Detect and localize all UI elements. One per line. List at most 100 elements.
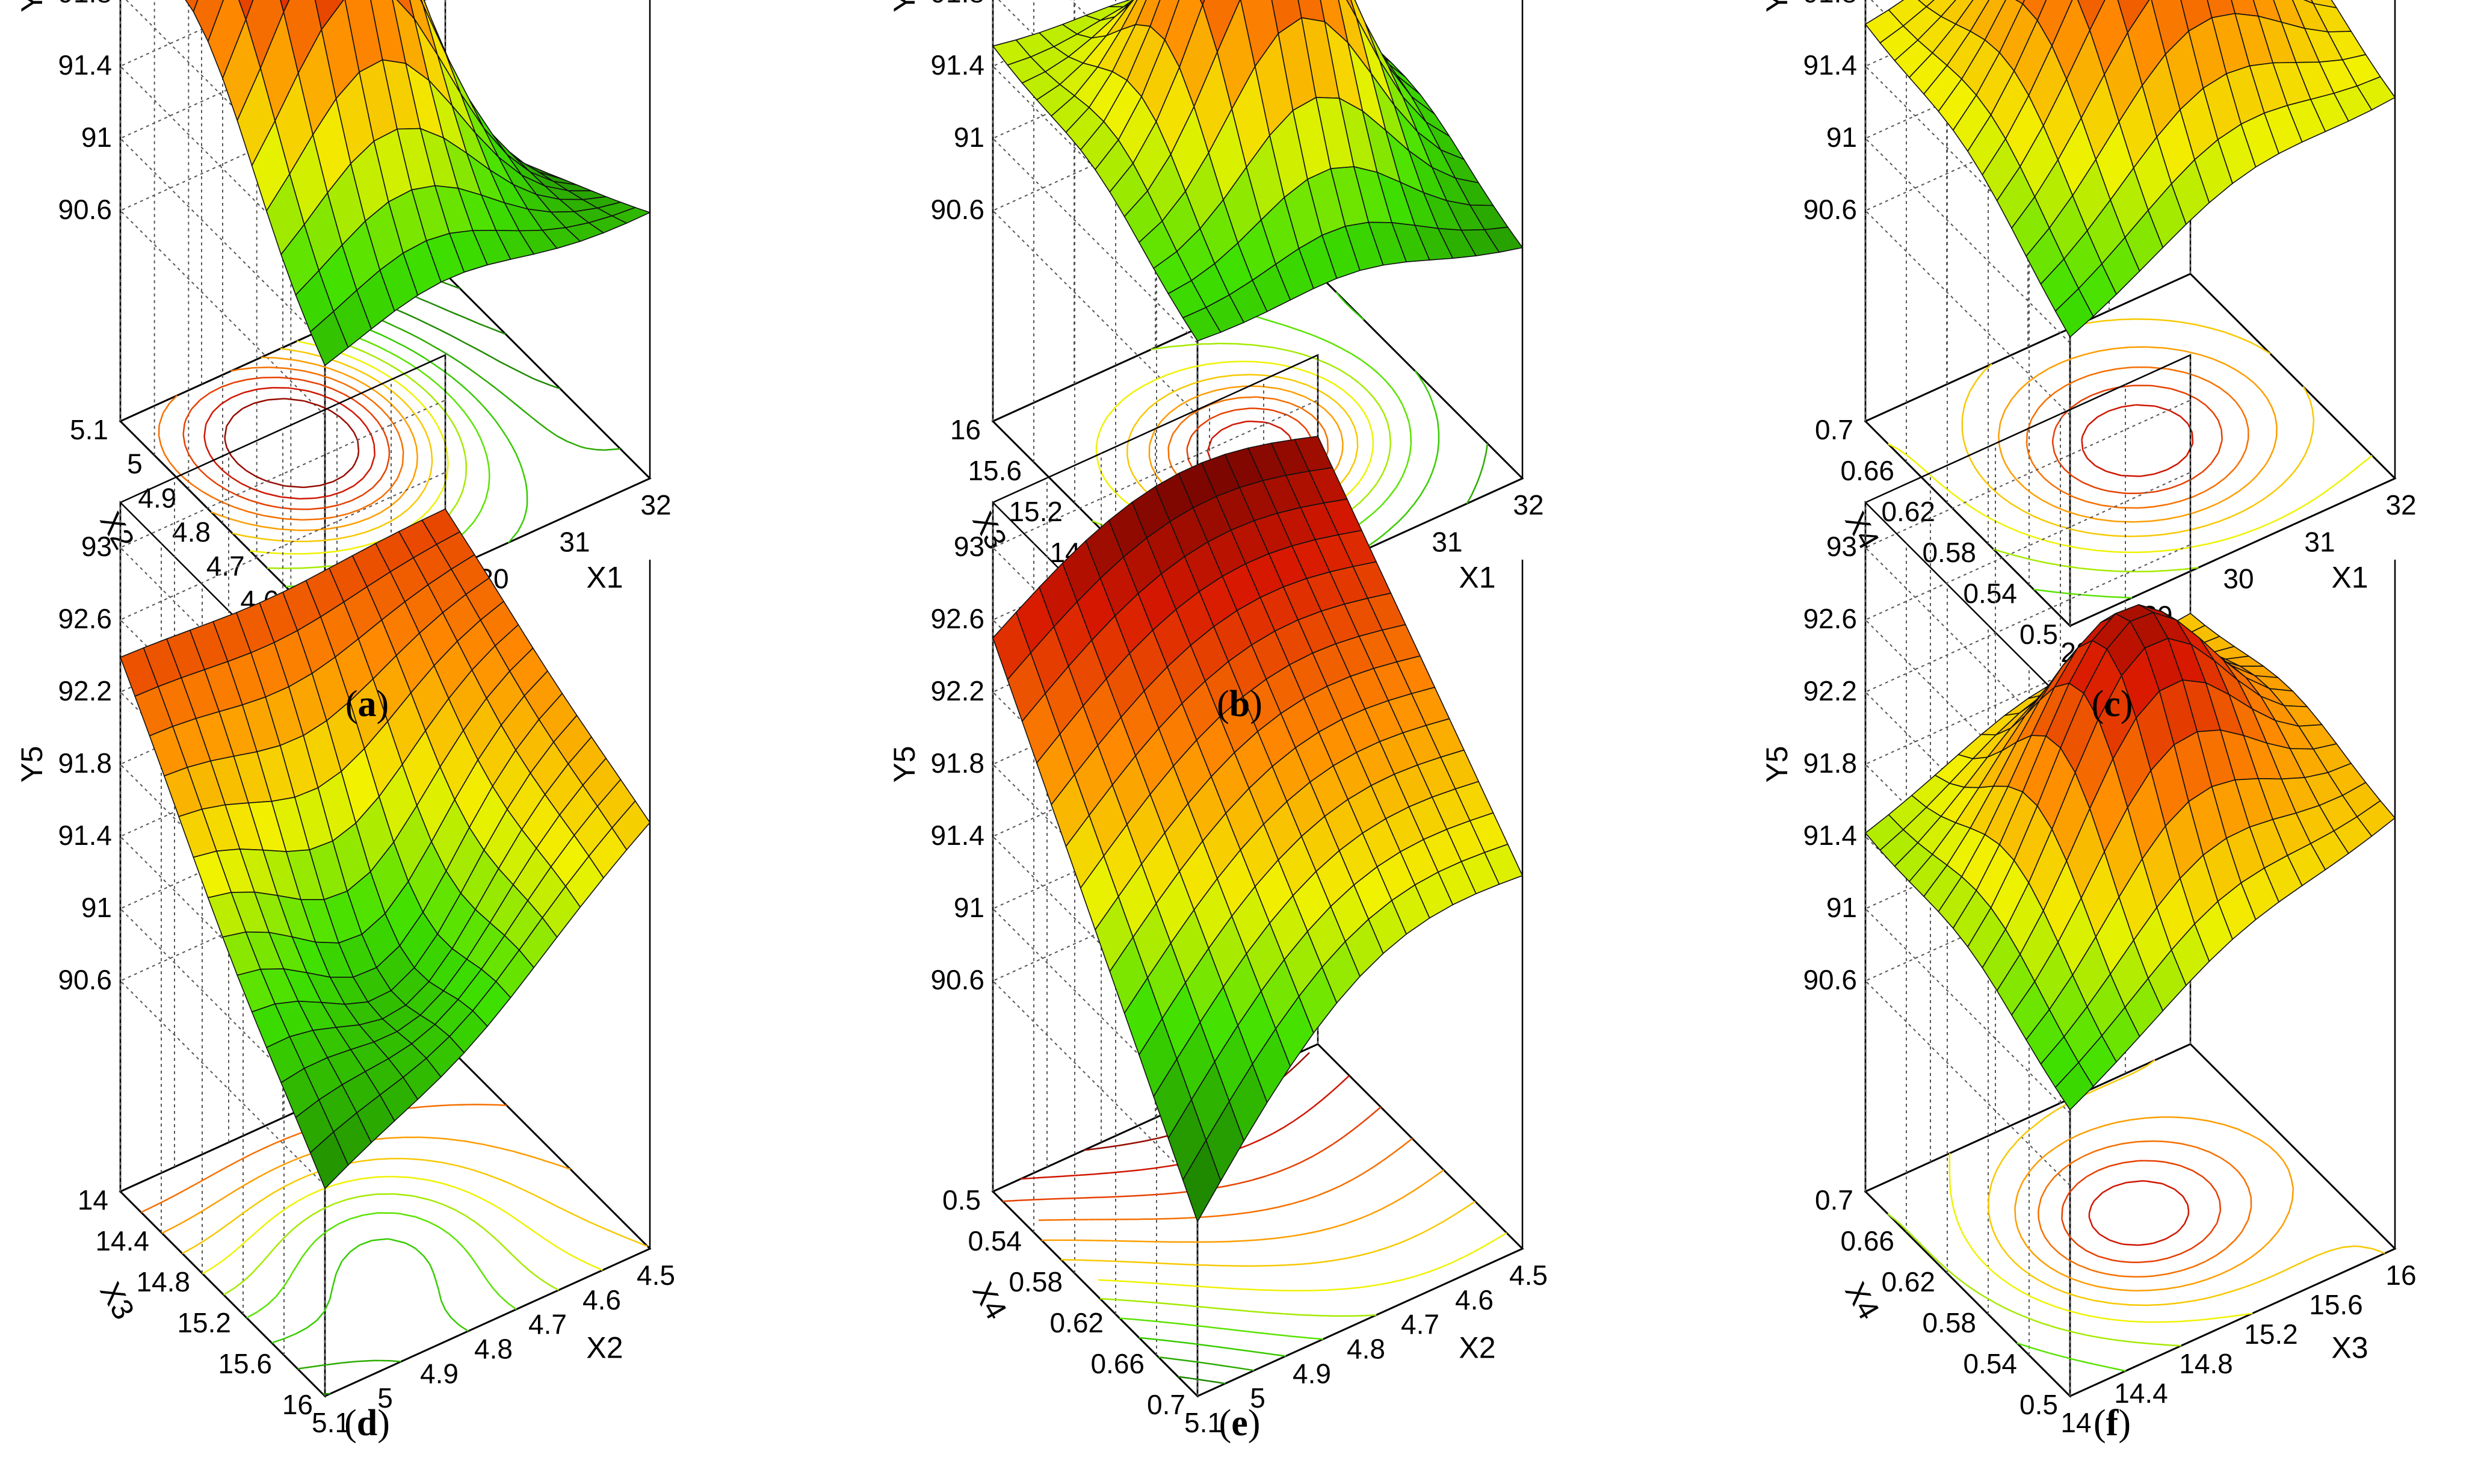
z-tick-label: 93	[1826, 531, 1857, 562]
z-tick-label: 91.4	[930, 49, 984, 81]
surface-patch	[2077, 0, 2106, 32]
y-axis-title: X4	[1838, 1276, 1886, 1325]
tick-labels-d: 90.6 91 91.4 91.8 92.2 92.6 93 5.1 5 4.9 4.8 4.7 4.6…	[58, 531, 675, 1438]
surface-patch	[1926, 0, 1956, 17]
surface-patch	[1483, 226, 1524, 253]
x-tick-label: 14.8	[2179, 1348, 2233, 1379]
z-axis-title: Y5	[1760, 746, 1794, 782]
z-tick-label: 90.6	[58, 964, 112, 995]
z-tick-label: 91	[1826, 122, 1857, 153]
y-tick-label: 0.58	[1922, 537, 1976, 568]
x-tick-label: 14	[2060, 1407, 2091, 1438]
x-tick-label: 4.5	[637, 1260, 675, 1291]
y-tick-label: 0.7	[1815, 1184, 1853, 1216]
chart-panel-d: 90.69191.491.892.292.6935.154.94.84.74.6…	[15, 354, 675, 1438]
tick-labels-f: 90.6 91 91.4 91.8 92.2 92.6 93 14 14.4 14.8 15.2 15…	[1803, 531, 2416, 1438]
y-tick-label: 0.7	[1147, 1389, 1185, 1420]
y-tick-label: 16	[282, 1389, 313, 1420]
panel-label-e: (e)	[1219, 1403, 1261, 1444]
z-tick-label: 92.2	[930, 675, 984, 706]
y-tick-label: 0.58	[1922, 1307, 1976, 1338]
x-axis-title: X3	[2331, 1331, 2368, 1364]
y-tick-label: 0.54	[968, 1225, 1022, 1257]
z-tick-label: 91.4	[58, 49, 112, 81]
y-tick-label: 5	[127, 448, 143, 480]
z-tick-label: 92.6	[930, 603, 984, 634]
z-tick-label: 90.6	[58, 194, 112, 225]
panel-label-a: (a)	[345, 684, 389, 725]
z-tick-label: 92.6	[58, 603, 112, 634]
surface-patch	[2356, 76, 2396, 111]
z-tick-label: 91.8	[58, 747, 112, 779]
surface-patch	[1120, 0, 1147, 31]
z-tick-label: 91	[81, 892, 112, 923]
x-tick-label: 5	[377, 1382, 393, 1414]
y-tick-label: 16	[950, 414, 981, 445]
surface-patch	[280, 0, 290, 14]
y-axis-title: X4	[966, 1276, 1013, 1325]
surface-patch	[2022, 0, 2047, 22]
x-tick-label: 4.7	[1401, 1309, 1439, 1340]
z-axis-title: Y5	[15, 0, 49, 13]
y-tick-label: 15.2	[1009, 496, 1063, 527]
z-tick-label: 91	[81, 122, 112, 153]
x-tick-label: 5	[1250, 1382, 1265, 1414]
y-tick-label: 0.54	[1963, 1348, 2017, 1379]
z-tick-label: 91.8	[1803, 0, 1857, 8]
z-tick-label: 91.4	[1803, 820, 1857, 851]
x-tick-label: 31	[559, 526, 590, 557]
z-tick-label: 90.6	[930, 194, 984, 225]
y-axis-title: X3	[93, 1276, 141, 1325]
y-tick-label: 5.1	[70, 414, 108, 445]
z-tick-label: 90.6	[930, 964, 984, 995]
y-tick-label: 0.66	[1840, 1225, 1894, 1257]
y-tick-label: 0.62	[1881, 1266, 1935, 1297]
z-tick-label: 93	[954, 531, 984, 562]
x-tick-label: 15.6	[2309, 1289, 2363, 1320]
panel-label-d: (d)	[344, 1403, 390, 1444]
x-tick-label: 16	[2385, 1260, 2416, 1291]
y-tick-label: 15.2	[177, 1307, 231, 1338]
x-tick-label: 32	[640, 489, 671, 521]
y-tick-label: 0.58	[1009, 1266, 1063, 1297]
x-tick-label: 4.9	[420, 1358, 459, 1389]
surface-patch	[238, 0, 254, 21]
floor-plane	[1864, 273, 2397, 627]
z-tick-label: 91.8	[930, 747, 984, 779]
surface-d	[119, 508, 651, 1190]
x-tick-label: 5.1	[312, 1407, 350, 1438]
z-tick-label: 91.4	[930, 820, 984, 851]
z-tick-label: 91.4	[58, 820, 112, 851]
y-tick-label: 0.66	[1090, 1348, 1145, 1379]
z-tick-label: 92.2	[1803, 675, 1857, 706]
contour-set-f	[1887, 1059, 2385, 1372]
surface-patch	[1129, 0, 1134, 5]
y-tick-label: 0.5	[2019, 1389, 2058, 1420]
x-tick-label: 4.8	[1347, 1334, 1385, 1365]
z-tick-label: 91	[1826, 892, 1857, 923]
y-tick-label: 14.8	[136, 1266, 190, 1297]
y-tick-label: 4.9	[138, 482, 176, 513]
z-axis-title: Y5	[888, 0, 921, 13]
surface-f	[1864, 604, 2396, 1111]
panel-label-f: (f)	[2093, 1403, 2131, 1444]
y-tick-label: 15.6	[968, 455, 1022, 486]
x-axis-title: X2	[586, 1331, 623, 1364]
x-axis-title: X1	[1459, 560, 1495, 594]
y-tick-label: 0.54	[1963, 578, 2017, 609]
z-tick-label: 91.8	[930, 0, 984, 8]
y-tick-label: 0.5	[942, 1184, 981, 1216]
x-tick-label: 30	[2223, 563, 2254, 595]
y-tick-label: 14.4	[95, 1225, 149, 1257]
y-tick-label: 15.6	[218, 1348, 272, 1379]
x-tick-label: 4.9	[1293, 1358, 1331, 1389]
contour-set-e	[1003, 1052, 1507, 1385]
surface-patch	[1134, 0, 1161, 27]
chart-panel-c: 90.69191.491.892.292.69328293031320.50.5…	[1760, 0, 2417, 668]
chart-panel-e: 90.6 91 91.4 91.8 92.2 92.6 93 5.1 5 4.9 4.8 4.7 4.6…	[888, 354, 1548, 1438]
x-axis-title: X2	[1459, 1331, 1495, 1364]
tick-labels-c: 90.69191.491.892.292.69328293031320.50.5…	[1803, 0, 2416, 668]
x-tick-label: 4.7	[528, 1309, 567, 1340]
panel-label-b: (b)	[1217, 684, 1262, 725]
